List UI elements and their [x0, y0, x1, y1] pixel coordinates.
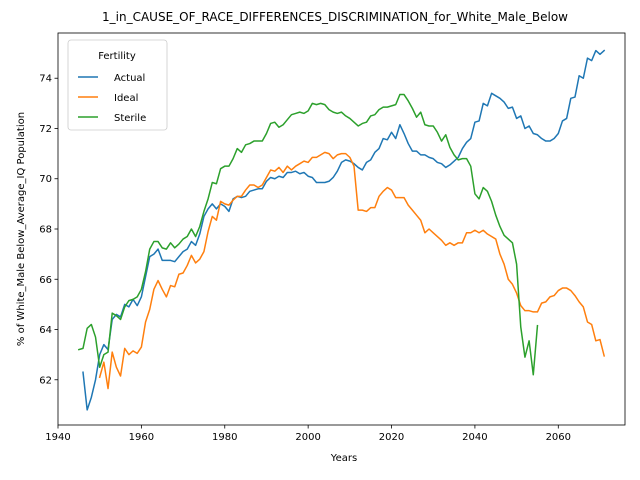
legend-label-ideal: Ideal [114, 93, 138, 104]
y-tick-label: 70 [39, 174, 52, 185]
series-line-ideal [98, 151, 606, 390]
x-axis-label: Years [330, 453, 357, 464]
legend-label-sterile: Sterile [114, 113, 146, 124]
y-axis-ticks: 62 64 66 68 70 72 74 [39, 74, 58, 386]
y-tick-label: 64 [39, 325, 52, 336]
legend-entries: Actual Ideal Sterile [78, 73, 146, 124]
y-tick-label: 66 [39, 275, 52, 286]
x-tick-label: 2020 [379, 432, 404, 443]
x-tick-label: 2000 [295, 432, 320, 443]
y-tick-label: 74 [39, 74, 52, 85]
y-tick-label: 68 [39, 225, 52, 236]
series-layer [77, 49, 606, 411]
x-tick-label: 1940 [45, 432, 70, 443]
x-tick-label: 1960 [129, 432, 154, 443]
legend-label-actual: Actual [114, 73, 145, 84]
y-tick-label: 72 [39, 124, 52, 135]
series-line-sterile [77, 93, 539, 376]
y-tick-label: 62 [39, 375, 52, 386]
legend: Fertility Actual Ideal Sterile [67, 39, 168, 131]
x-tick-label: 2060 [546, 432, 571, 443]
legend-title: Fertility [98, 51, 136, 62]
x-tick-label: 1980 [212, 432, 237, 443]
series-line-actual [82, 49, 606, 411]
legend-box [67, 39, 168, 131]
y-axis-label: % of White_Male Below_Average_IQ Populat… [16, 112, 27, 346]
x-tick-label: 2040 [462, 432, 487, 443]
chart-title: 1_in_CAUSE_OF_RACE_DIFFERENCES_DISCRIMIN… [102, 10, 568, 24]
x-axis-ticks: 1940 1960 1980 2000 2020 2040 2060 [45, 425, 571, 443]
